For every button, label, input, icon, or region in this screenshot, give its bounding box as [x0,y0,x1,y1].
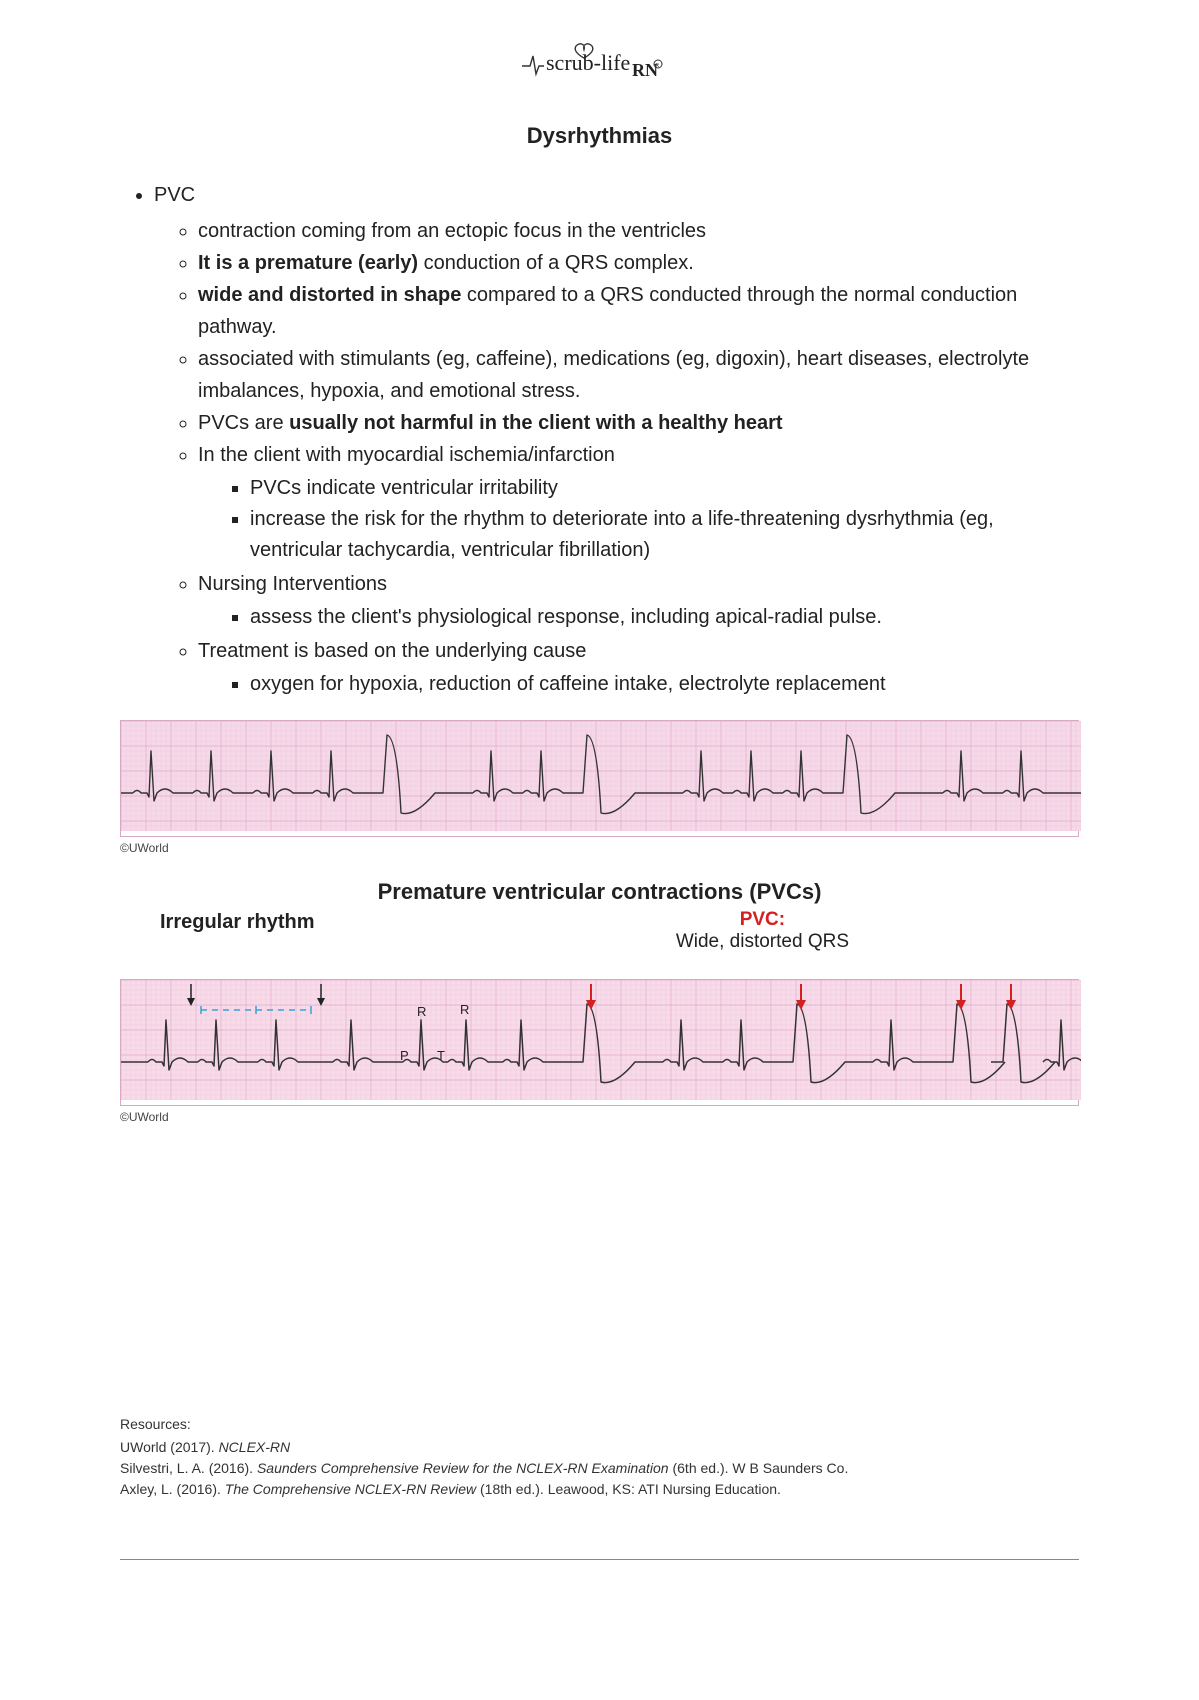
ann-pvc-label: PVC: [740,909,785,930]
svg-text:R: R [460,1002,469,1017]
point: Treatment is based on the underlying cau… [198,635,1079,700]
svg-text:R: R [417,1004,426,1019]
point: contraction coming from an ectopic focus… [198,215,1079,247]
footer-rule [120,1559,1079,1560]
main-bullet: PVC [154,184,195,206]
subpoint: oxygen for hypoxia, reduction of caffein… [250,669,1079,700]
subpoint: increase the risk for the rhythm to dete… [250,504,1079,566]
resource-line: Axley, L. (2016). The Comprehensive NCLE… [120,1479,848,1500]
subpoint: PVCs indicate ventricular irritability [250,473,1079,504]
credit-1: ©UWorld [120,841,1079,855]
chart2-title: Premature ventricular contractions (PVCs… [120,879,1079,905]
credit-2: ©UWorld [120,1110,1079,1124]
svg-text:R: R [655,63,659,69]
point: In the client with myocardial ischemia/i… [198,439,1079,566]
ann-irregular: Irregular rhythm [160,911,314,934]
brand-logo: scrub-life RN R [120,40,1079,93]
resources-header: Resources: [120,1414,848,1435]
subpoint: assess the client's physiological respon… [250,602,1079,633]
ecg-strip-1 [120,720,1079,837]
chart2-annotations: Irregular rhythm PVC: Wide, distorted QR… [120,909,1079,959]
ann-pvc-desc: Wide, distorted QRS [676,931,849,952]
ecg-strip-2: P R R T [120,979,1079,1106]
resource-line: UWorld (2017). NCLEX-RN [120,1437,848,1458]
content-list: PVC contraction coming from an ectopic f… [120,179,1079,700]
point: Nursing Interventions assess the client'… [198,568,1079,633]
point: It is a premature (early) conduction of … [198,247,1079,279]
svg-text:P: P [400,1048,409,1063]
point: wide and distorted in shape compared to … [198,279,1079,343]
page-title: Dysrhythmias [120,123,1079,149]
resource-line: Silvestri, L. A. (2016). Saunders Compre… [120,1458,848,1479]
resources-block: Resources: UWorld (2017). NCLEX-RN Silve… [120,1414,848,1500]
point: associated with stimulants (eg, caffeine… [198,343,1079,407]
point: PVCs are usually not harmful in the clie… [198,407,1079,439]
svg-text:scrub-life: scrub-life [546,50,630,75]
svg-text:T: T [437,1048,445,1063]
